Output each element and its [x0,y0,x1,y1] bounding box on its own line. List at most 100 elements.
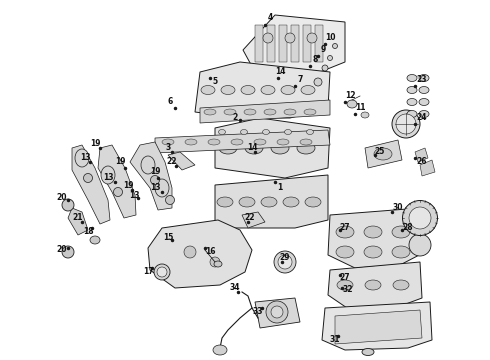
Text: 32: 32 [343,285,353,294]
Polygon shape [291,25,299,62]
Text: 19: 19 [123,180,133,189]
Polygon shape [195,62,330,118]
Ellipse shape [166,195,174,204]
Text: 20: 20 [57,194,67,202]
Text: 11: 11 [355,104,365,112]
Text: 3: 3 [166,144,171,153]
Ellipse shape [213,345,227,355]
Text: 13: 13 [129,190,139,199]
Polygon shape [365,140,402,168]
Text: 18: 18 [83,228,93,237]
Ellipse shape [419,99,429,105]
Ellipse shape [154,264,170,280]
Ellipse shape [285,130,292,135]
Text: 1: 1 [277,184,283,193]
Ellipse shape [305,197,321,207]
Ellipse shape [283,197,299,207]
Ellipse shape [214,261,222,267]
Ellipse shape [162,139,174,145]
Ellipse shape [284,109,296,115]
Ellipse shape [402,201,438,235]
Ellipse shape [157,267,167,277]
Ellipse shape [396,114,416,134]
Polygon shape [303,25,311,62]
Ellipse shape [219,130,225,135]
Ellipse shape [281,85,295,94]
Ellipse shape [241,85,255,94]
Text: 14: 14 [247,144,257,153]
Ellipse shape [392,246,410,258]
Polygon shape [242,212,265,228]
Ellipse shape [245,142,263,154]
Text: 4: 4 [268,13,272,22]
Text: 10: 10 [325,33,335,42]
Ellipse shape [393,280,409,290]
Ellipse shape [184,246,196,258]
Ellipse shape [307,33,317,43]
Ellipse shape [231,139,243,145]
Polygon shape [420,160,435,176]
Ellipse shape [300,139,312,145]
Text: 5: 5 [213,77,218,86]
Text: 7: 7 [297,76,303,85]
Ellipse shape [336,226,354,238]
Text: 13: 13 [150,184,160,193]
Ellipse shape [185,139,197,145]
Ellipse shape [266,301,288,323]
Text: 2: 2 [232,113,238,122]
Text: 27: 27 [340,274,350,283]
Ellipse shape [244,109,256,115]
Polygon shape [215,175,328,228]
Ellipse shape [361,112,369,118]
Ellipse shape [419,111,429,117]
Ellipse shape [261,197,277,207]
Text: 19: 19 [150,167,160,176]
Ellipse shape [362,348,374,356]
Ellipse shape [392,226,410,238]
Ellipse shape [90,236,100,244]
Text: 31: 31 [330,336,340,345]
Ellipse shape [224,109,236,115]
Text: 8: 8 [312,55,318,64]
Ellipse shape [155,179,169,197]
Text: 15: 15 [163,234,173,243]
Text: 24: 24 [417,113,427,122]
Ellipse shape [374,148,392,160]
Ellipse shape [204,109,216,115]
Polygon shape [255,298,300,328]
Ellipse shape [407,111,417,117]
Polygon shape [155,130,330,153]
Text: 26: 26 [417,158,427,166]
Text: 21: 21 [73,213,83,222]
Ellipse shape [297,142,315,154]
Polygon shape [315,25,323,62]
Ellipse shape [322,65,328,71]
Ellipse shape [271,142,289,154]
Ellipse shape [271,306,283,318]
Ellipse shape [409,207,431,229]
Ellipse shape [285,33,295,43]
Ellipse shape [364,246,382,258]
Text: 22: 22 [167,158,177,166]
Ellipse shape [75,149,89,167]
Text: 6: 6 [168,98,172,107]
Ellipse shape [327,55,333,60]
Ellipse shape [261,85,275,94]
Ellipse shape [392,110,420,138]
Ellipse shape [101,166,115,184]
Polygon shape [68,208,88,235]
Ellipse shape [307,130,314,135]
Ellipse shape [419,75,429,81]
Polygon shape [200,100,330,123]
Ellipse shape [336,246,354,258]
Text: 17: 17 [143,267,153,276]
Text: 28: 28 [403,224,413,233]
Ellipse shape [264,109,276,115]
Ellipse shape [210,257,220,267]
Polygon shape [279,25,287,62]
Ellipse shape [347,100,357,108]
Ellipse shape [83,174,93,183]
Text: 25: 25 [375,148,385,157]
Ellipse shape [314,78,322,86]
Ellipse shape [217,197,233,207]
